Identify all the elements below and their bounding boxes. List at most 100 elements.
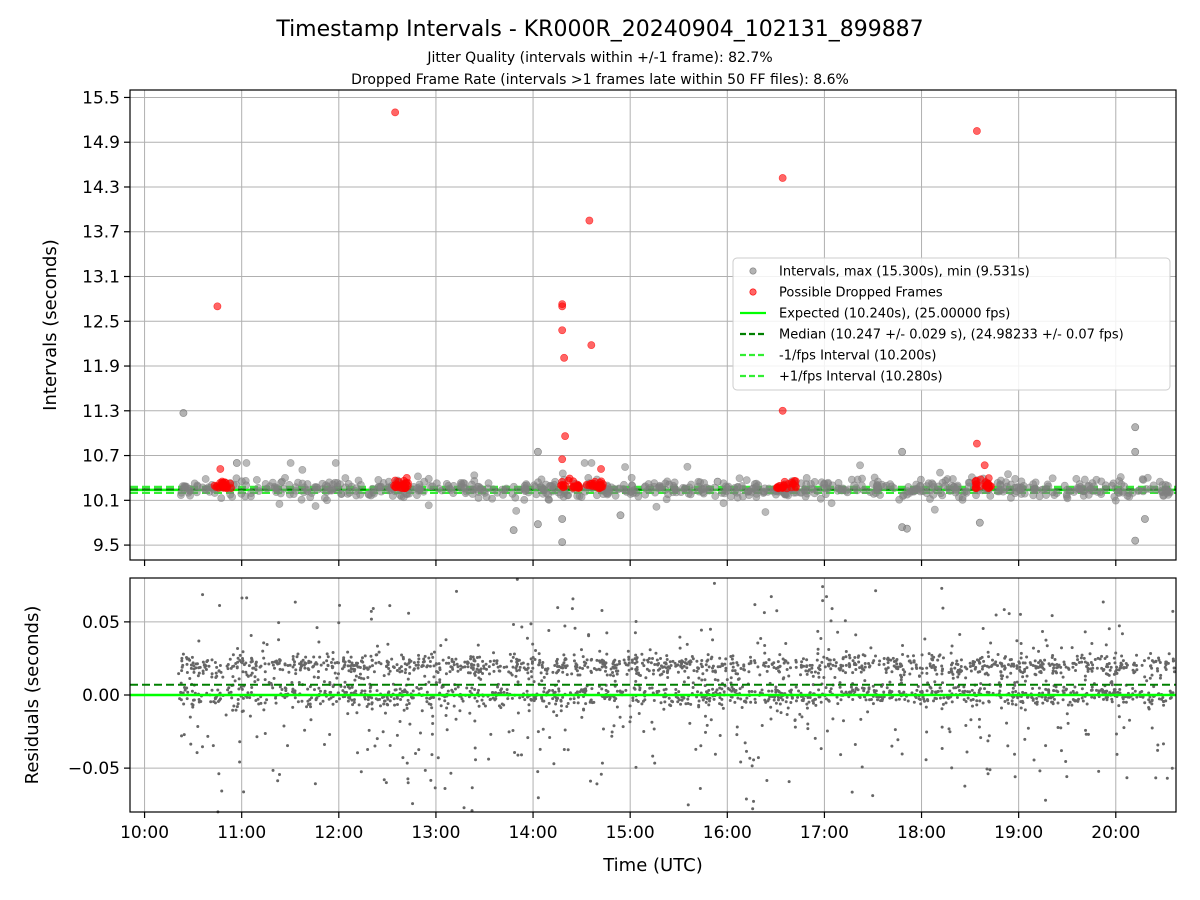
- interval-point: [558, 538, 567, 546]
- residual-point: [912, 700, 916, 704]
- residual-point: [635, 660, 639, 664]
- residual-point: [325, 659, 329, 663]
- residual-point: [1023, 737, 1027, 741]
- residual-point: [497, 669, 501, 673]
- residual-point: [720, 662, 724, 666]
- residual-point: [505, 665, 509, 669]
- residual-point: [806, 722, 810, 726]
- interval-point: [1157, 486, 1166, 495]
- residual-point: [912, 659, 916, 663]
- residual-point: [866, 690, 870, 694]
- residual-point: [1121, 695, 1125, 699]
- residual-point: [640, 652, 644, 656]
- residual-point: [760, 724, 764, 728]
- residual-point: [465, 660, 469, 664]
- residual-point: [1172, 666, 1176, 670]
- residual-point: [598, 649, 602, 653]
- residual-point: [1013, 681, 1017, 685]
- residual-point: [517, 668, 521, 672]
- residual-point: [463, 660, 467, 664]
- residual-point: [540, 665, 544, 669]
- residual-point: [513, 750, 517, 754]
- residuals-x-ticks: 10:00 11:00 12:00 13:00 14:00 15:00 16:00 17:00…: [120, 812, 1140, 843]
- residual-point: [689, 660, 693, 664]
- residual-point: [851, 671, 855, 675]
- residual-point: [1171, 609, 1175, 613]
- residual-point: [540, 679, 544, 683]
- residual-point: [1026, 726, 1030, 730]
- residual-point: [849, 685, 853, 689]
- residual-point: [926, 681, 930, 685]
- residual-point: [978, 699, 982, 703]
- residual-point: [680, 698, 684, 702]
- interval-point: [745, 491, 753, 500]
- residual-point: [1140, 663, 1144, 667]
- residual-point: [956, 675, 960, 679]
- residual-point: [682, 680, 686, 684]
- residual-point: [437, 697, 441, 701]
- residual-point: [735, 725, 739, 729]
- residual-point: [370, 696, 374, 700]
- residual-point: [1128, 718, 1132, 722]
- residual-point: [293, 696, 297, 700]
- residual-point: [626, 649, 630, 653]
- residual-point: [189, 666, 193, 670]
- dropped-frame-point: [980, 461, 989, 470]
- residual-point: [1114, 691, 1118, 695]
- residual-point: [1063, 663, 1067, 667]
- interval-point: [351, 486, 360, 495]
- residual-point: [615, 672, 619, 676]
- residual-point: [1171, 659, 1175, 663]
- residual-point: [821, 585, 825, 589]
- residual-point: [437, 662, 441, 666]
- interval-point: [374, 476, 383, 484]
- residual-point: [254, 699, 258, 703]
- residual-point: [375, 689, 379, 693]
- residual-point: [651, 672, 655, 676]
- interval-point: [544, 490, 553, 499]
- residual-point: [657, 662, 661, 666]
- residual-point: [678, 635, 682, 639]
- residual-point: [779, 711, 783, 715]
- dropped-frame-point: [586, 479, 595, 488]
- residual-point: [971, 659, 975, 663]
- residual-point: [214, 671, 218, 675]
- residual-point: [241, 650, 245, 654]
- residual-point: [346, 712, 350, 716]
- residual-point: [817, 675, 821, 679]
- residual-point: [237, 677, 241, 681]
- interval-point: [1007, 493, 1015, 502]
- residual-point: [331, 665, 335, 669]
- residual-point: [201, 671, 205, 675]
- residual-point: [197, 700, 201, 704]
- legend-label: +1/fps Interval (10.280s): [779, 370, 943, 385]
- residual-point: [655, 658, 659, 662]
- residual-point: [996, 664, 1000, 668]
- residual-point: [405, 703, 409, 707]
- residual-point: [263, 701, 267, 705]
- residual-point: [561, 670, 565, 674]
- residual-point: [499, 688, 503, 692]
- residual-point: [712, 581, 716, 585]
- residual-point: [204, 667, 208, 671]
- residual-point: [1009, 658, 1013, 662]
- residual-point: [231, 675, 235, 679]
- residual-point: [630, 660, 634, 664]
- residual-point: [267, 681, 271, 685]
- interval-point: [627, 473, 636, 482]
- residuals-y-axis-label: Residuals (seconds): [22, 606, 43, 785]
- residual-point: [562, 748, 566, 752]
- residual-point: [801, 657, 805, 661]
- residual-point: [1018, 665, 1022, 669]
- residual-point: [1145, 679, 1149, 683]
- residual-point: [775, 709, 779, 713]
- intervals-points: [177, 409, 1174, 546]
- residual-point: [611, 665, 615, 669]
- residual-point: [1124, 666, 1128, 670]
- residual-point: [249, 690, 253, 694]
- residual-point: [459, 667, 463, 671]
- residual-point: [335, 676, 339, 680]
- residual-point: [811, 701, 815, 705]
- residual-point: [640, 661, 644, 665]
- residual-point: [559, 665, 563, 669]
